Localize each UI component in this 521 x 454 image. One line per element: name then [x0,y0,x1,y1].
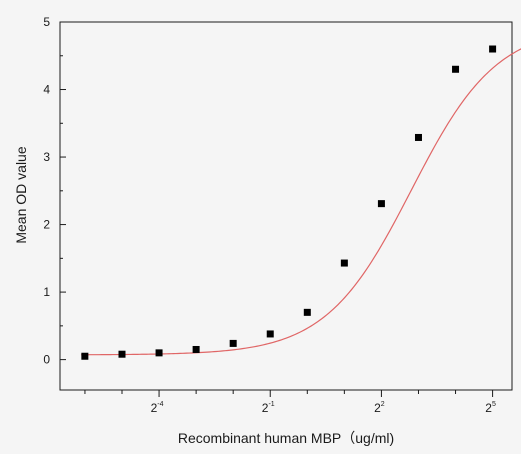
y-tick-label: 0 [43,353,50,367]
data-point [192,345,200,353]
fit-curve [81,48,521,356]
data-point [155,349,163,357]
y-tick-label: 1 [43,285,50,299]
x-axis-label: Recombinant human MBP（ug/ml) [177,430,395,446]
y-tick-label: 3 [43,150,50,164]
x-tick-label: 2-4 [151,401,164,415]
y-tick-label: 4 [43,83,50,97]
data-point [266,330,274,338]
y-axis-label: Mean OD value [13,146,29,244]
data-point [229,339,237,347]
plot-frame [59,21,513,391]
data-point [489,45,497,53]
data-point [377,200,385,208]
x-tick-label: 22 [374,401,385,415]
data-point [414,133,422,141]
y-tick-label: 2 [43,218,50,232]
x-tick-label: 2-1 [262,401,275,415]
data-point [452,65,460,73]
x-tick-label: 25 [485,401,496,415]
data-point [81,352,89,360]
data-point [118,350,126,358]
data-point [303,308,311,316]
data-point [340,259,348,267]
y-tick-label: 5 [43,15,50,29]
